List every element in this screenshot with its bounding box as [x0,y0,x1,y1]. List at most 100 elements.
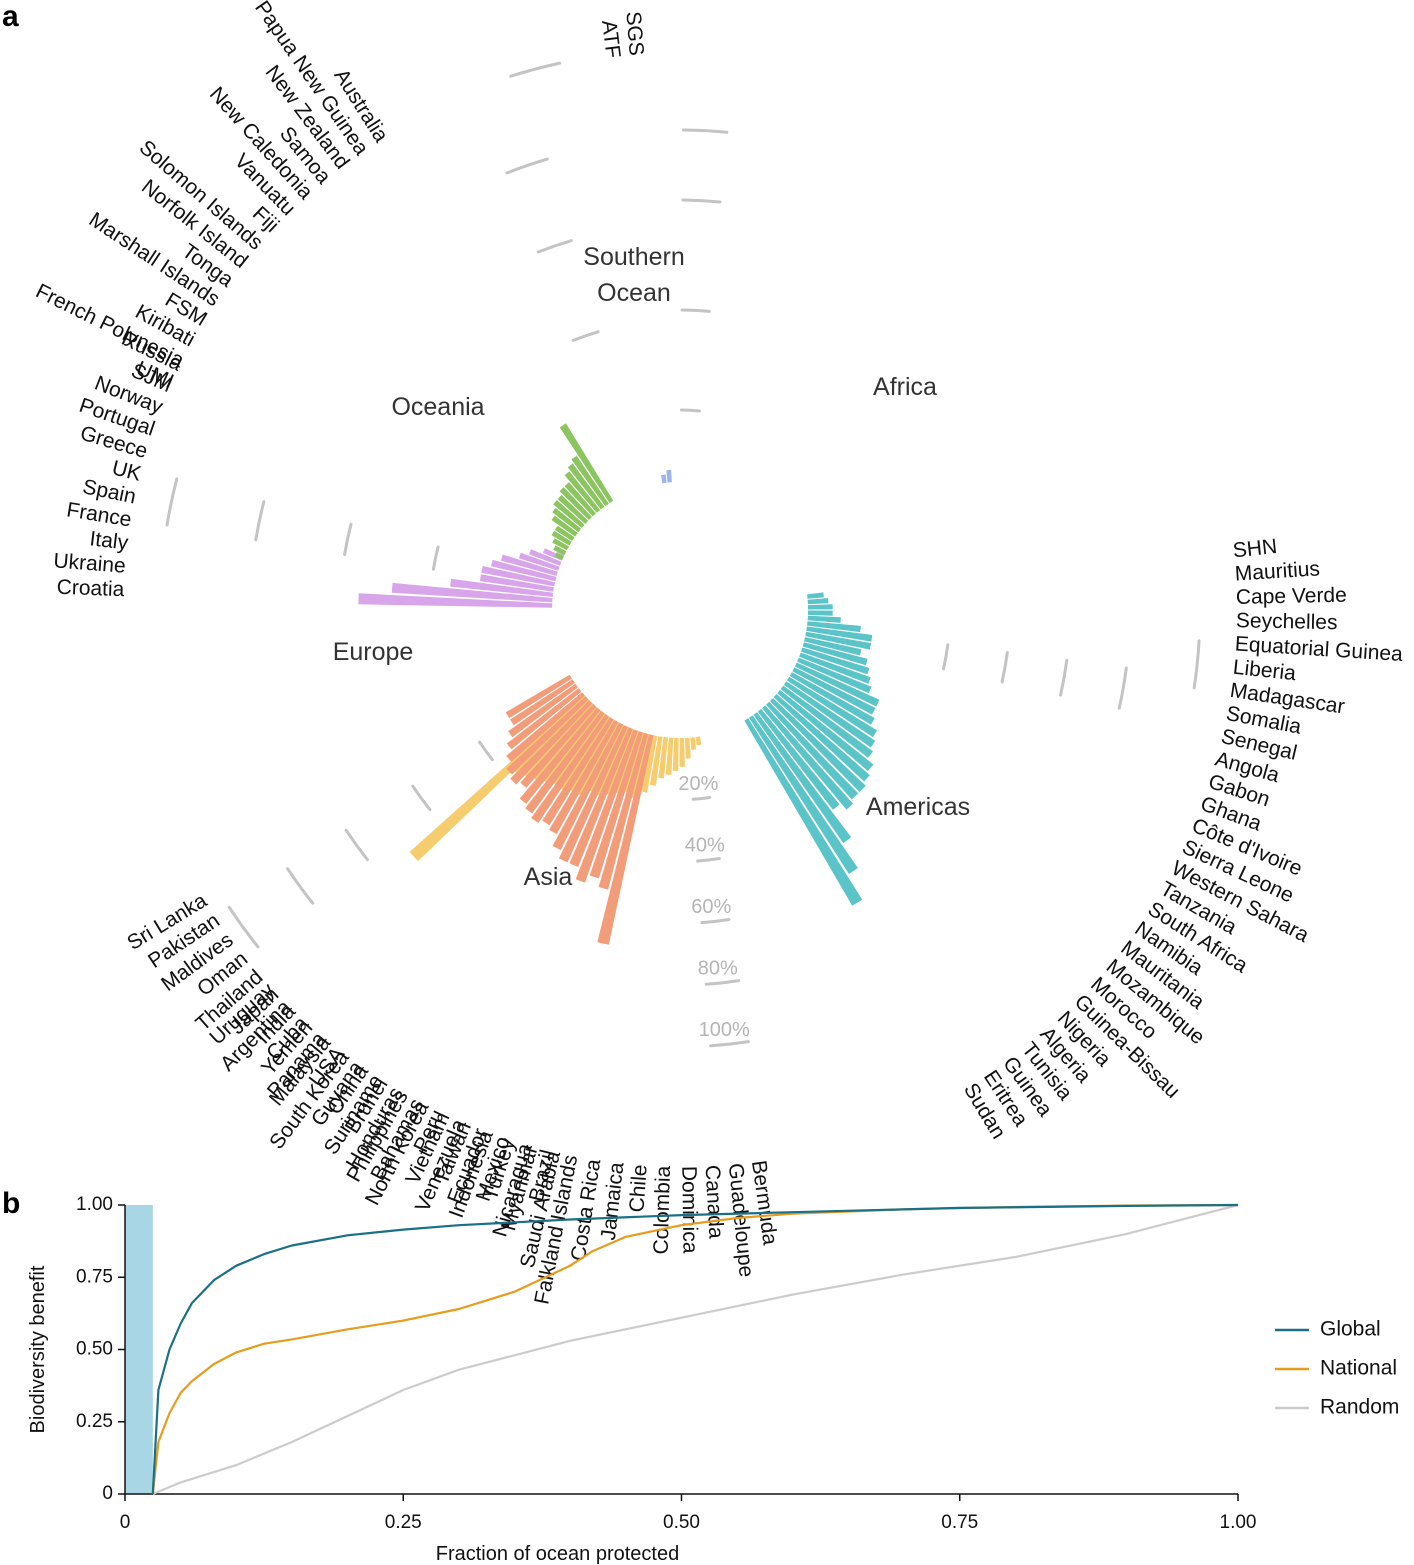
bar-fsm [551,530,572,546]
bar-india [510,700,593,785]
y-tick-label: 1.00 [76,1194,113,1215]
bar-atf [661,474,667,484]
bar-new-zealand [567,463,605,510]
bar-morocco [773,694,870,782]
country-label-croatia: Croatia [56,576,125,601]
bar-italy [450,578,554,597]
y-tick-label: 0.75 [76,1266,113,1287]
bar-canada [684,737,691,759]
bar-falkland-islands [640,735,658,793]
separator-arc [343,522,353,556]
region-label-europe: Europe [333,638,414,666]
legend-label-national: National [1320,1357,1397,1380]
bar-colombia [672,737,679,771]
separator-arc [478,740,494,762]
country-label-chile: Chile [625,1164,651,1213]
series-line-global [151,1203,1239,1495]
bar-yemen [520,703,597,788]
country-label-colombia: Colombia [650,1165,675,1255]
bar-philippines [549,720,619,835]
bar-vanuatu [559,487,592,521]
series-line-random [152,1203,1239,1496]
bar-south-korea [525,710,605,814]
bar-japan [506,696,589,775]
bar-norfolk-island [552,507,582,533]
separator-arc [254,500,266,542]
bar-mauritius [807,598,829,605]
country-label-atf: ATF [597,19,624,60]
bar-kiribati [552,538,569,551]
separator-arc [681,128,729,134]
region-label-africa: Africa [873,373,937,401]
separator-arc [344,828,369,862]
percent-ring-arc [709,1040,750,1048]
percent-ring-arc [704,979,741,986]
percent-ring-label: 100% [699,1019,750,1041]
separator-arc [680,308,711,313]
region-label-oceania: Oceania [391,393,484,421]
separator-arc [681,198,722,204]
bar-portugal [518,552,560,571]
bar-saudi-arabia [597,734,654,945]
x-tick-label: 0 [120,1512,131,1533]
bar-sierra-leone [794,662,880,707]
country-label-sgs: SGS [621,11,647,57]
separator-arc [286,867,315,905]
bar-norway [529,549,562,566]
legend-label-global: Global [1320,1318,1381,1341]
bar-costa-rica [649,736,663,786]
bar-north-korea [552,722,624,851]
separator-arc [1117,666,1128,710]
bar-pakistan [510,679,575,726]
separator-arc [165,477,179,527]
bar-guinea [753,712,852,844]
bar-french-polynesia [553,545,567,556]
bar-papua-new-guinea [571,455,609,507]
current-protection-band [125,1205,153,1494]
bar-guinea-bissau [769,698,866,792]
percent-ring-label: 40% [685,835,725,857]
bar-cape-verde [807,604,833,610]
bar-uk [491,559,557,582]
bar-umi [554,552,564,560]
y-axis-title: Biodiversity benefit [27,1265,49,1433]
y-tick-label: 0.50 [76,1339,113,1360]
bar-china [531,714,610,823]
separator-arc [411,784,432,812]
bar-angola [802,642,868,666]
region-label-americas: Americas [866,793,970,821]
bar-thailand [506,692,585,762]
percent-ring-arc [700,918,731,925]
country-label-ukraine: Ukraine [53,549,127,577]
x-tick-label: 0.75 [941,1512,978,1533]
region-label-southern-ocean: Southern Ocean [583,243,684,307]
country-label-italy: Italy [88,527,129,554]
bar-sri-lanka [505,674,572,719]
bar-nigeria [766,701,859,800]
bar-brunei [542,717,614,826]
benefit-line-chart: 0 0.25 0.50 0.75 1.00 0 0.25 0.50 0.75 1.00 Fracti… [27,1194,1399,1565]
bar-tanzania [789,672,875,725]
bar-ghana [799,652,871,684]
bar-bermuda [695,736,702,746]
percent-ring-label: 20% [678,773,718,795]
x-tick-label: 0.25 [385,1512,422,1533]
bar-gabon [801,647,870,675]
bar-ukraine [391,582,553,603]
separator-arc [679,408,701,413]
bar-samoa [564,471,601,513]
country-label-cape-verde: Cape Verde [1236,584,1347,609]
bar-cote-d-ivoire [797,657,872,694]
country-label-seychelles: Seychelles [1236,609,1338,634]
bar-australia [559,423,614,504]
separator-arc [509,61,562,78]
bar-equatorial-guinea [807,615,841,623]
bar-marshall-islands [554,525,575,541]
separator-arc [1192,639,1201,690]
bar-western-sahara [792,667,876,715]
y-tick-label: 0 [102,1483,113,1504]
bar-chile [665,737,674,775]
country-label-shn: SHN [1232,535,1279,563]
